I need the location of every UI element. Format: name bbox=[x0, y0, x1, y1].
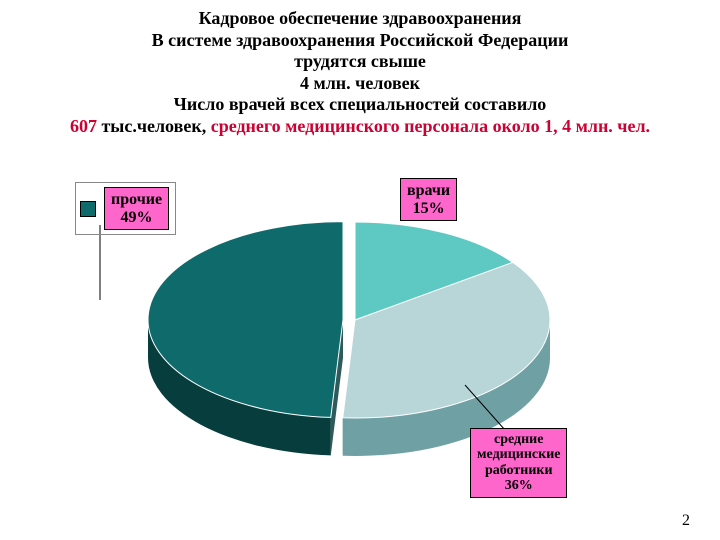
legend-other-swatch bbox=[80, 201, 96, 217]
title-line6a: тыс.человек, bbox=[97, 116, 211, 136]
title-line4: 4 млн. человек bbox=[0, 73, 720, 95]
legend-midmed-l4: 36% bbox=[505, 478, 533, 493]
legend-midmed-l1: средние bbox=[494, 432, 543, 447]
legend-other-l1: прочие bbox=[111, 191, 162, 208]
legend-midmed-l3: работники bbox=[485, 463, 553, 478]
title-line1: Кадровое обеспечение здравоохранения bbox=[0, 8, 720, 30]
num-607: 607 bbox=[70, 116, 97, 136]
title-line2: В системе здравоохранения Российской Фед… bbox=[0, 30, 720, 52]
legend-doctors-l1: врачи bbox=[407, 182, 450, 199]
title-line5: Число врачей всех специальностей состави… bbox=[0, 94, 720, 116]
page-number: 2 bbox=[682, 512, 690, 530]
legend-other-l2: 49% bbox=[121, 209, 153, 226]
legend-doctors-l2: 15% bbox=[413, 200, 445, 217]
legend-doctors: врачи 15% bbox=[400, 178, 457, 221]
legend-other-frame: прочие 49% bbox=[75, 182, 176, 235]
legend-other: прочие 49% bbox=[104, 187, 169, 230]
title-line3: трудятся свыше bbox=[0, 51, 720, 73]
legend-midmed-l2: медицинские bbox=[477, 447, 560, 462]
title-line6-red: среднего медицинского персонала около 1,… bbox=[211, 116, 650, 136]
pie-chart: прочие 49% врачи 15% средние медицинские… bbox=[0, 170, 720, 500]
legend-midmed: средние медицинские работники 36% bbox=[470, 428, 567, 498]
